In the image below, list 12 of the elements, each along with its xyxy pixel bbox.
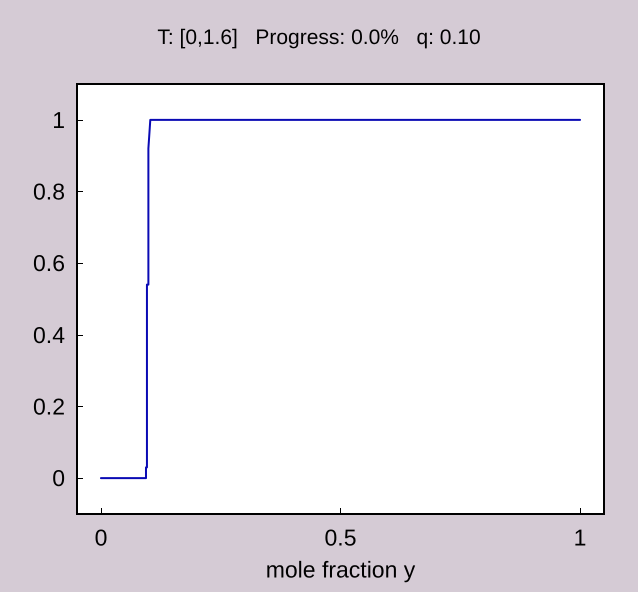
y-tick-label: 1: [52, 106, 65, 133]
chart-title: T: [0,1.6] Progress: 0.0% q: 0.10: [157, 26, 481, 49]
y-tick-label: 0.8: [33, 178, 65, 204]
x-tick-label: 0: [94, 524, 108, 550]
y-tick-label: 0.4: [33, 322, 66, 348]
y-tick-label: 0.6: [33, 250, 65, 276]
x-tick-label: 1: [574, 524, 586, 550]
y-tick-label: 0.2: [33, 394, 65, 420]
x-tick-label: 0.5: [324, 524, 356, 550]
y-tick-label: 0: [52, 465, 65, 492]
x-axis-title: mole fraction y: [266, 556, 416, 582]
line-series: [100, 118, 582, 480]
